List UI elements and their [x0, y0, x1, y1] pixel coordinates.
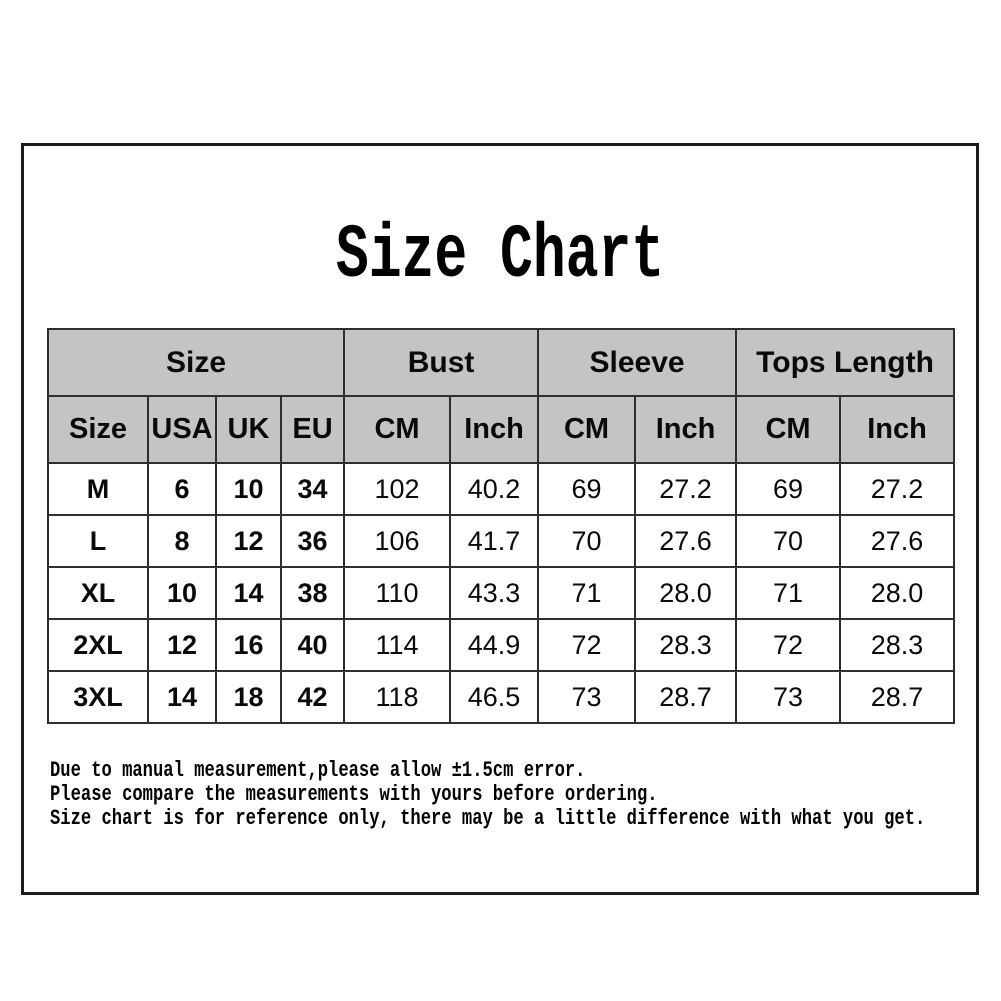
size-table-body: M 6 10 34 102 40.2 69 27.2 69 27.2 L 8 12 36 106 41.7 70…	[47, 462, 956, 724]
chart-frame: Size Chart Size Bust Sleeve Tops Length Size…	[21, 143, 979, 895]
column-header-usa-1: USA	[147, 395, 217, 464]
table-cell: 14	[215, 566, 282, 620]
table-cell: 118	[343, 670, 452, 724]
column-group-sleeve: Sleeve	[537, 328, 738, 397]
table-cell: 27.2	[839, 462, 956, 516]
note-line: Please compare the measurements with you…	[50, 782, 658, 807]
table-cell: 34	[279, 462, 346, 516]
column-header-eu-3: EU	[279, 395, 346, 464]
table-cell: 14	[147, 670, 217, 724]
size-table: Size Bust Sleeve Tops Length Size USA UK EU CM In…	[46, 328, 956, 724]
table-row-2xl: 2XL 12 16 40 114 44.9 72 28.3 72 28.3	[47, 618, 956, 672]
table-cell: 27.6	[839, 514, 956, 568]
table-cell: 12	[215, 514, 282, 568]
table-cell: 40.2	[449, 462, 540, 516]
table-cell: 42	[279, 670, 346, 724]
table-cell: 71	[537, 566, 637, 620]
column-header-inch-5: Inch	[449, 395, 540, 464]
table-row-xl: XL 10 14 38 110 43.3 71 28.0 71 28.0	[47, 566, 956, 620]
title-area: Size Chart	[24, 218, 976, 294]
size-table-header: Size Bust Sleeve Tops Length Size USA UK EU CM In…	[46, 328, 956, 464]
column-header-uk-2: UK	[215, 395, 282, 464]
table-cell: M	[47, 462, 149, 516]
column-header-cm-8: CM	[735, 395, 842, 464]
table-cell: 10	[147, 566, 217, 620]
table-cell: 46.5	[449, 670, 540, 724]
table-cell: 28.3	[634, 618, 738, 672]
table-row-m: M 6 10 34 102 40.2 69 27.2 69 27.2	[47, 462, 956, 516]
table-cell: 12	[147, 618, 217, 672]
table-cell: 10	[215, 462, 282, 516]
table-cell: 8	[147, 514, 217, 568]
table-cell: 106	[343, 514, 452, 568]
table-cell: 16	[215, 618, 282, 672]
measurement-notes: Due to manual measurement,please allow ±…	[50, 759, 1001, 831]
table-cell: 38	[279, 566, 346, 620]
column-group-bust: Bust	[343, 328, 540, 397]
table-cell: 43.3	[449, 566, 540, 620]
column-header-inch-7: Inch	[634, 395, 738, 464]
table-cell: 27.2	[634, 462, 738, 516]
table-cell: 28.0	[634, 566, 738, 620]
table-cell: 18	[215, 670, 282, 724]
column-header-size-0: Size	[47, 395, 149, 464]
table-cell: XL	[47, 566, 149, 620]
table-cell: 6	[147, 462, 217, 516]
table-cell: L	[47, 514, 149, 568]
table-cell: 114	[343, 618, 452, 672]
table-cell: 36	[279, 514, 346, 568]
table-cell: 71	[735, 566, 842, 620]
table-cell: 27.6	[634, 514, 738, 568]
note-line: Due to manual measurement,please allow ±…	[50, 758, 586, 783]
page-title: Size Chart	[335, 213, 665, 299]
table-cell: 110	[343, 566, 452, 620]
table-cell: 72	[537, 618, 637, 672]
table-row-3xl: 3XL 14 18 42 118 46.5 73 28.7 73 28.7	[47, 670, 956, 724]
table-cell: 73	[537, 670, 637, 724]
table-cell: 28.0	[839, 566, 956, 620]
table-cell: 44.9	[449, 618, 540, 672]
column-header-inch-9: Inch	[839, 395, 956, 464]
table-cell: 41.7	[449, 514, 540, 568]
table-cell: 69	[735, 462, 842, 516]
column-group-row: Size Bust Sleeve Tops Length	[46, 328, 956, 397]
table-cell: 73	[735, 670, 842, 724]
table-cell: 70	[537, 514, 637, 568]
table-cell: 72	[735, 618, 842, 672]
column-header-row: Size USA UK EU CM Inch CM Inch CM Inch	[47, 395, 956, 464]
column-group-size: Size	[46, 328, 346, 397]
table-cell: 40	[279, 618, 346, 672]
table-cell: 28.7	[634, 670, 738, 724]
table-row-l: L 8 12 36 106 41.7 70 27.6 70 27.6	[47, 514, 956, 568]
table-cell: 28.7	[839, 670, 956, 724]
table-cell: 70	[735, 514, 842, 568]
table-cell: 69	[537, 462, 637, 516]
table-cell: 3XL	[47, 670, 149, 724]
table-cell: 102	[343, 462, 452, 516]
note-line: Size chart is for reference only, there …	[50, 806, 926, 831]
table-cell: 2XL	[47, 618, 149, 672]
column-header-cm-6: CM	[537, 395, 637, 464]
table-cell: 28.3	[839, 618, 956, 672]
column-header-cm-4: CM	[343, 395, 452, 464]
column-group-tops-length: Tops Length	[735, 328, 956, 397]
